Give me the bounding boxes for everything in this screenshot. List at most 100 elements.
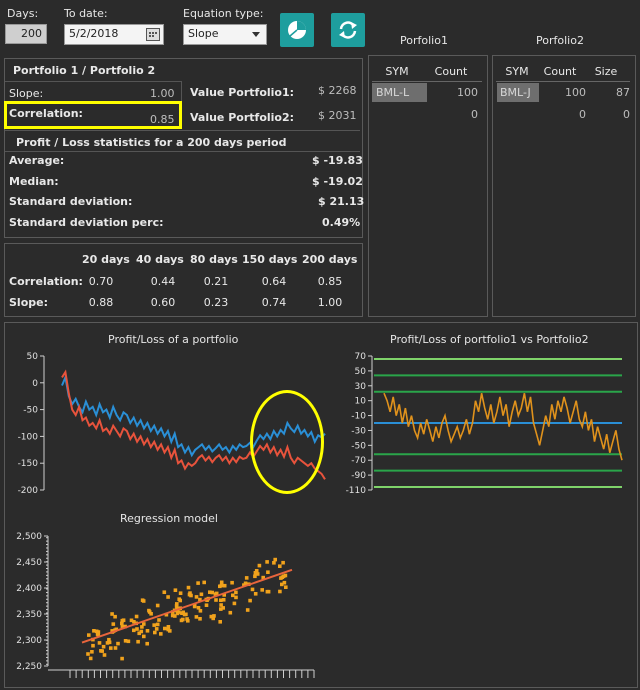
reg-point (257, 563, 262, 568)
reg-point (91, 643, 95, 648)
reg-point (181, 617, 185, 622)
portfolio1-header-sym[interactable]: SYM (385, 65, 409, 78)
portfolio2-header-count[interactable]: Count (543, 65, 577, 78)
portfolio2-header-size[interactable]: Size (594, 65, 618, 78)
period-cell: 0.21 (203, 275, 229, 288)
reg-point (255, 572, 260, 576)
reg-point (234, 595, 238, 600)
reg-point (194, 595, 199, 599)
portfolio2-row-selected[interactable] (497, 83, 539, 102)
reg-point (222, 593, 226, 597)
reg-point (196, 606, 201, 610)
to-date-field[interactable]: 5/2/2018 (64, 24, 164, 45)
reg-point (141, 599, 146, 603)
reg-point (163, 626, 167, 631)
pl-chart-highlight (250, 390, 324, 494)
reg-point (234, 590, 238, 595)
reg-point (248, 598, 252, 603)
reg-point (173, 588, 178, 592)
reg-point (283, 573, 288, 578)
vs-y-tick-label: 10 (355, 397, 367, 407)
portfolio1-title: Porfolio1 (400, 34, 448, 47)
reg-point (157, 618, 161, 622)
std-label: Standard deviation: (9, 195, 133, 208)
reg-point (152, 623, 156, 627)
reg-point (188, 591, 192, 595)
reg-point (159, 632, 163, 636)
reg-point (265, 589, 270, 594)
vs-y-tick-label: 70 (355, 352, 367, 362)
portfolio2-count[interactable]: 100 (565, 86, 586, 99)
portfolio2-size[interactable]: 87 (616, 86, 630, 99)
reg-point (242, 583, 246, 587)
period-cell: 0.23 (203, 296, 229, 309)
portfolio1-table[interactable] (368, 55, 488, 317)
equation-type-value: Slope (188, 27, 219, 40)
reg-point (92, 629, 96, 633)
vs-chart: 70 50 30 10 -10 -30 -50 -70 -90 -110 (346, 352, 623, 496)
reg-point (253, 571, 258, 575)
slope-value: 1.00 (150, 87, 175, 100)
reg-point (228, 610, 233, 615)
refresh-button[interactable] (331, 13, 365, 47)
reg-point (153, 630, 157, 635)
reg-point (173, 614, 177, 618)
reg-point (97, 641, 102, 645)
portfolio1-header-count[interactable]: Count (434, 65, 468, 78)
vs-y-tick-label: -30 (351, 426, 366, 436)
reg-point (178, 591, 183, 595)
reg-point (261, 575, 265, 580)
reg-fit-line (81, 568, 293, 644)
reg-point (155, 603, 160, 608)
reg-point (221, 598, 226, 602)
reg-point (175, 606, 179, 611)
portfolio1-count[interactable]: 100 (457, 86, 478, 99)
portfolio2-size[interactable]: 0 (623, 108, 630, 121)
value-portfolio2: $ 2031 (318, 109, 357, 122)
reg-point (265, 560, 269, 564)
reg-point (244, 576, 249, 580)
reg-y-tick-label: 2,500 (16, 532, 42, 542)
reg-point (218, 584, 222, 589)
reg-point (232, 601, 237, 606)
pl-y-tick-label: -200 (18, 486, 39, 496)
reg-point (137, 631, 141, 636)
portfolio1-count[interactable]: 0 (471, 108, 478, 121)
pie-chart-button[interactable] (280, 13, 314, 47)
days-label: Days: (7, 7, 39, 20)
period-cell: 0.70 (88, 275, 114, 288)
equation-type-select[interactable]: Slope (183, 24, 267, 45)
reg-point (243, 581, 248, 586)
reg-point (278, 564, 282, 568)
pie-chart-icon (288, 21, 306, 39)
ratio-stats-panel (4, 58, 363, 238)
reg-point (221, 606, 225, 610)
reg-point (140, 625, 144, 629)
vs-y-tick-label: -110 (346, 486, 367, 496)
period-cell: 0.60 (150, 296, 176, 309)
reg-point (135, 627, 139, 631)
to-date-value: 5/2/2018 (69, 27, 119, 40)
portfolio1-sym[interactable]: BML-L (376, 86, 410, 99)
reg-point (198, 617, 202, 621)
reg-point (273, 557, 277, 562)
portfolio2-count[interactable]: 0 (579, 108, 586, 121)
calendar-icon[interactable] (146, 28, 160, 41)
portfolio2-table[interactable] (492, 55, 636, 317)
std-value: $ 21.13 (318, 195, 365, 208)
portfolio2-header-sym[interactable]: SYM (505, 65, 529, 78)
reg-point (219, 580, 224, 585)
days-field[interactable]: 200 (5, 24, 47, 44)
reg-point (280, 582, 284, 587)
reg-point (86, 652, 90, 656)
reg-point (211, 616, 215, 621)
reg-point (116, 641, 120, 646)
value-portfolio2-label: Value Portfolio2: (190, 111, 295, 124)
reg-point (139, 629, 144, 634)
reg-point (90, 650, 94, 654)
portfolio2-sym[interactable]: BML-J (500, 86, 531, 99)
portfolio1-row-selected[interactable] (372, 83, 427, 102)
reg-point (219, 598, 223, 602)
vs-chart-title: Profit/Loss of portfolio1 vs Portfolio2 (390, 333, 589, 346)
reg-point (107, 640, 112, 645)
